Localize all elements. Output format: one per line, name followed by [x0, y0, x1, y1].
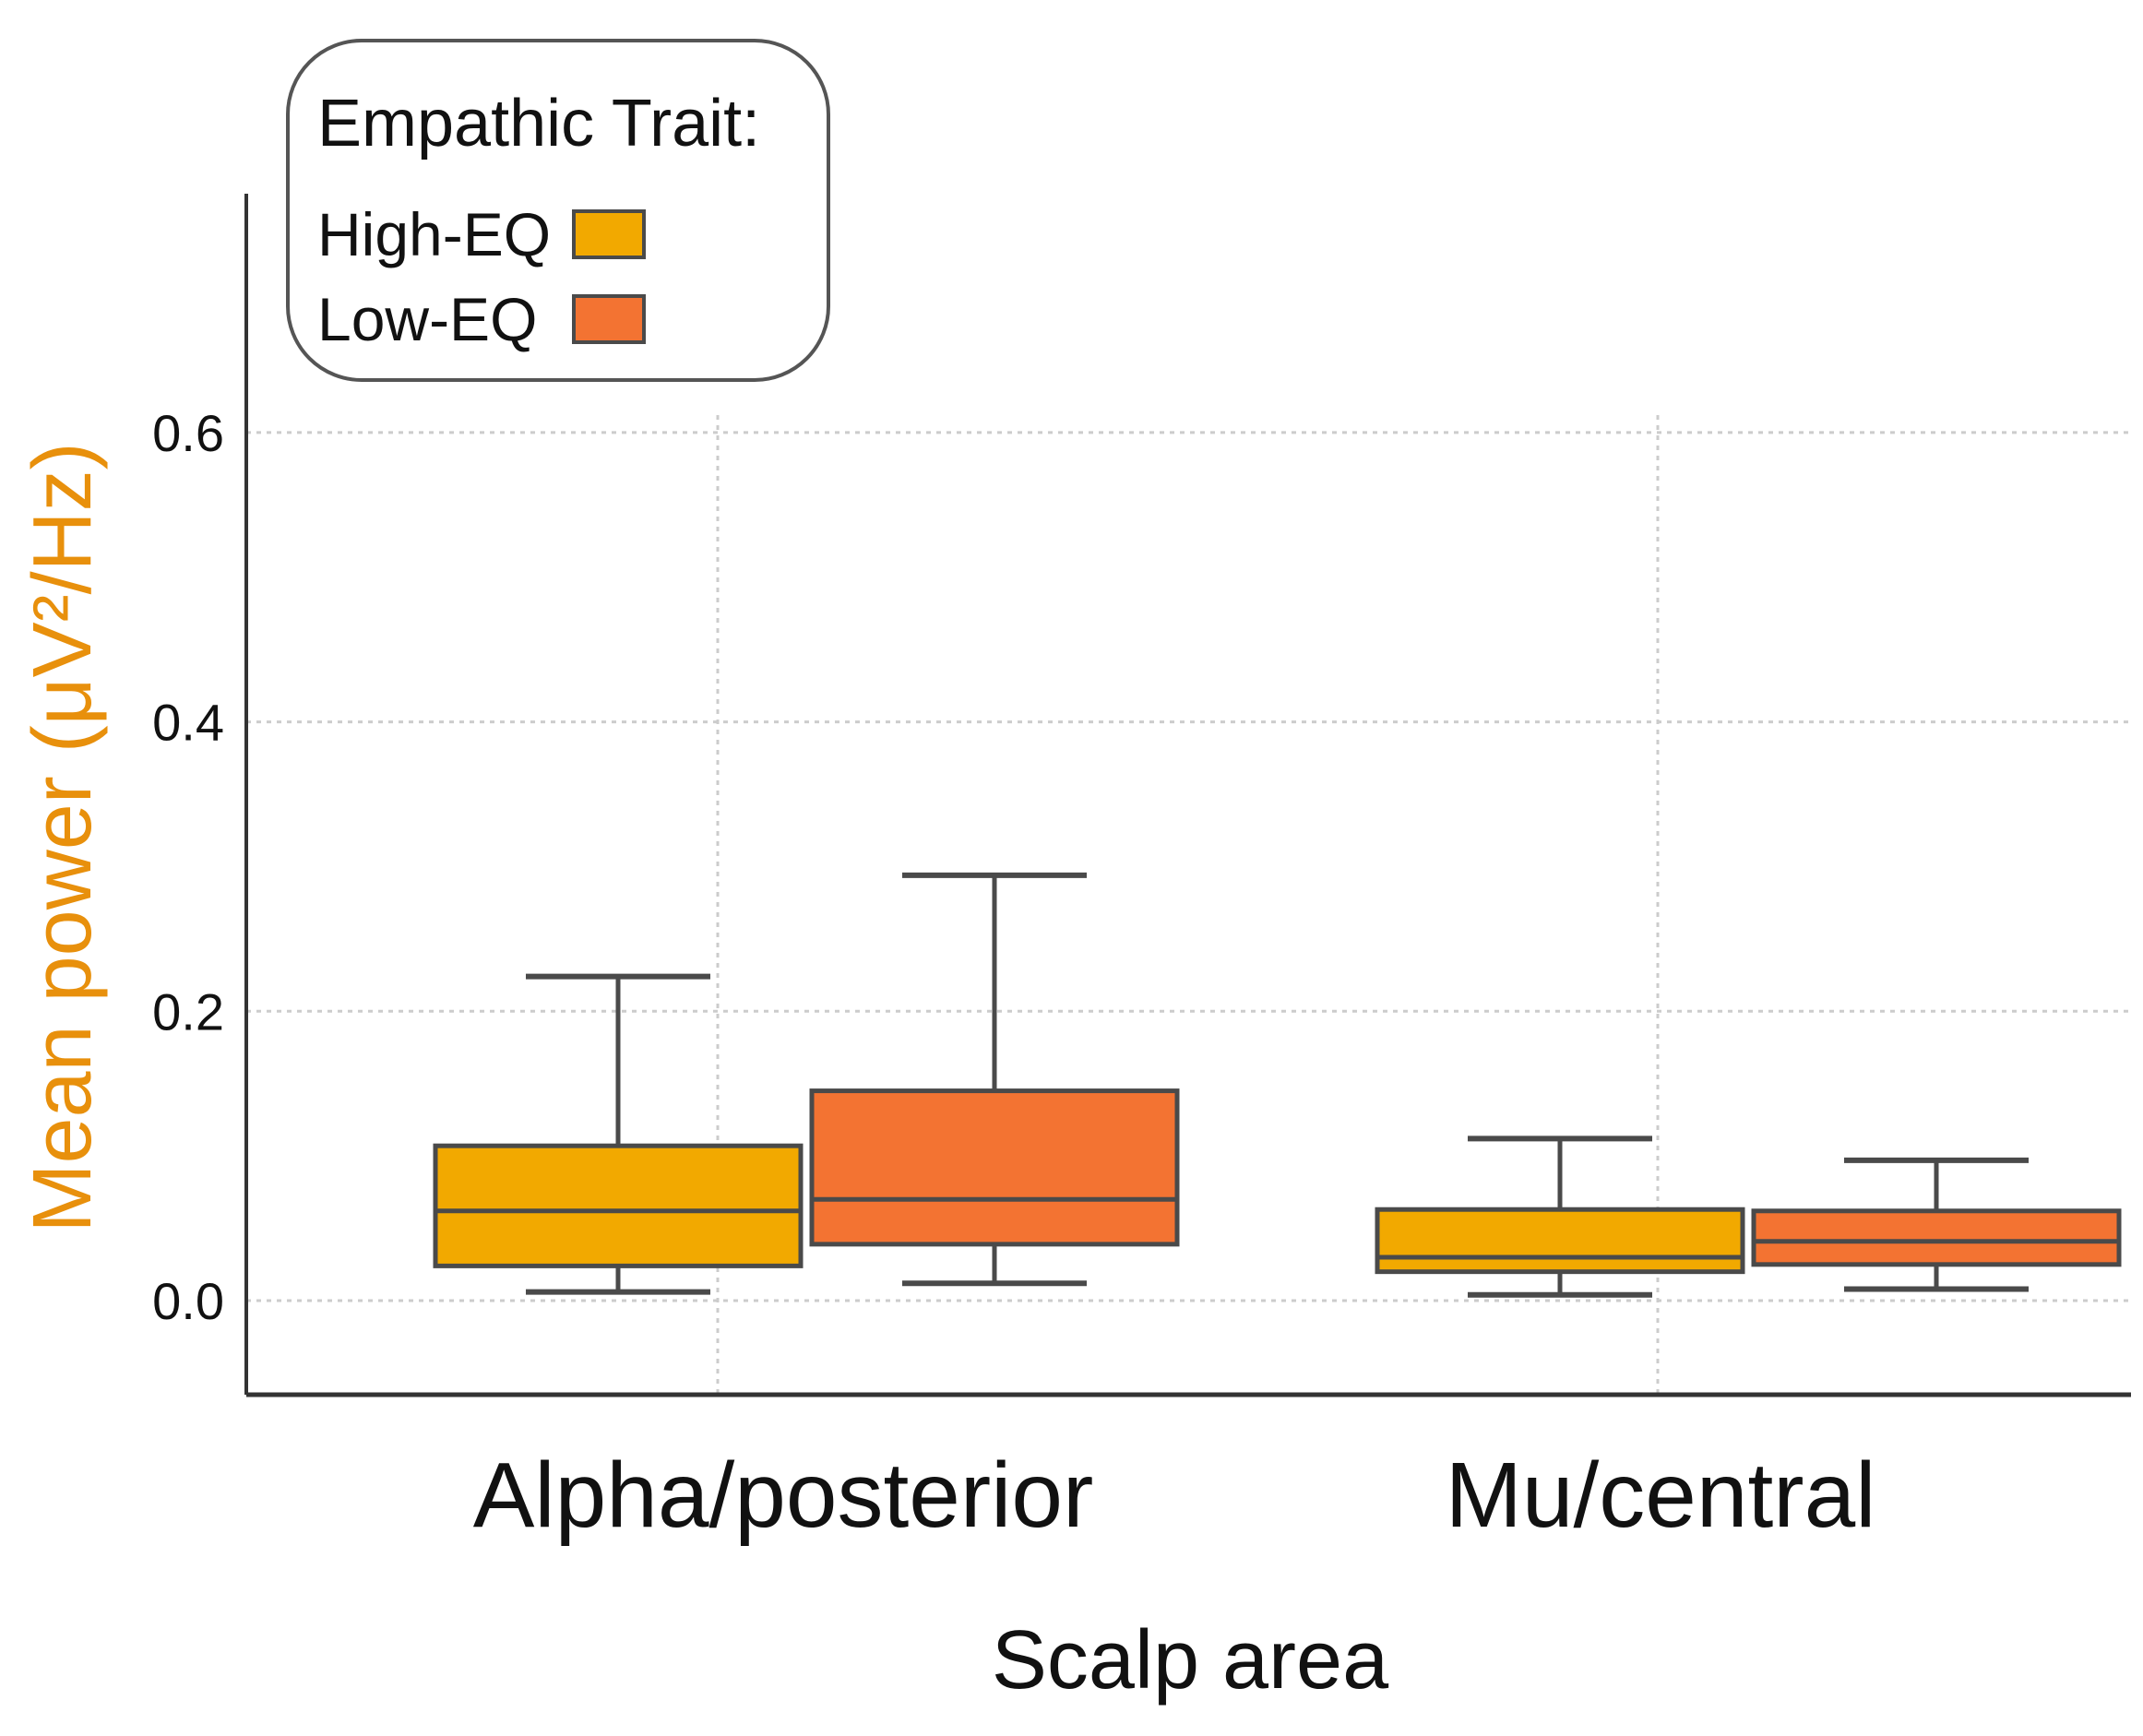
legend-entry: Low-EQ — [317, 285, 646, 353]
box-plot-area — [433, 872, 2122, 1298]
legend-label: Low-EQ — [317, 285, 537, 353]
legend-title: Empathic Trait: — [317, 87, 760, 161]
y-tick-label: 0.6 — [152, 404, 224, 462]
box-iqr — [809, 1088, 1180, 1247]
legend-frame — [286, 39, 830, 382]
box-iqr — [433, 1143, 804, 1268]
axes — [244, 194, 2131, 1397]
box-iqr — [1751, 1208, 2122, 1267]
y-tick-label: 0.4 — [152, 694, 224, 752]
box-low-eq-alpha-posterior — [809, 872, 1180, 1287]
y-tick-label: 0.2 — [152, 982, 224, 1040]
legend-entry: High-EQ — [317, 200, 646, 268]
legend-entries: High-EQ Low-EQ — [317, 200, 646, 353]
y-tick-label: 0.0 — [152, 1272, 224, 1330]
box-high-eq-mu-central — [1375, 1136, 1745, 1298]
y-axis-title: Mean power (μV²/Hz) — [17, 442, 109, 1232]
box-high-eq-alpha-posterior — [433, 973, 804, 1295]
legend-swatch — [572, 209, 646, 259]
legend-swatch — [572, 294, 646, 344]
x-category-label: Mu/central — [1446, 1444, 1876, 1547]
legend-label: High-EQ — [317, 200, 551, 268]
x-category-label: Alpha/posterior — [473, 1444, 1094, 1547]
x-category-labels: Alpha/posterior Mu/central — [473, 1444, 1876, 1547]
box-iqr — [1375, 1207, 1745, 1275]
legend: Empathic Trait: High-EQ Low-EQ — [286, 39, 830, 382]
y-tick-labels: 0.0 0.2 0.4 0.6 — [152, 404, 224, 1330]
box-low-eq-mu-central — [1751, 1157, 2122, 1292]
x-axis-title: Scalp area — [992, 1614, 1389, 1706]
